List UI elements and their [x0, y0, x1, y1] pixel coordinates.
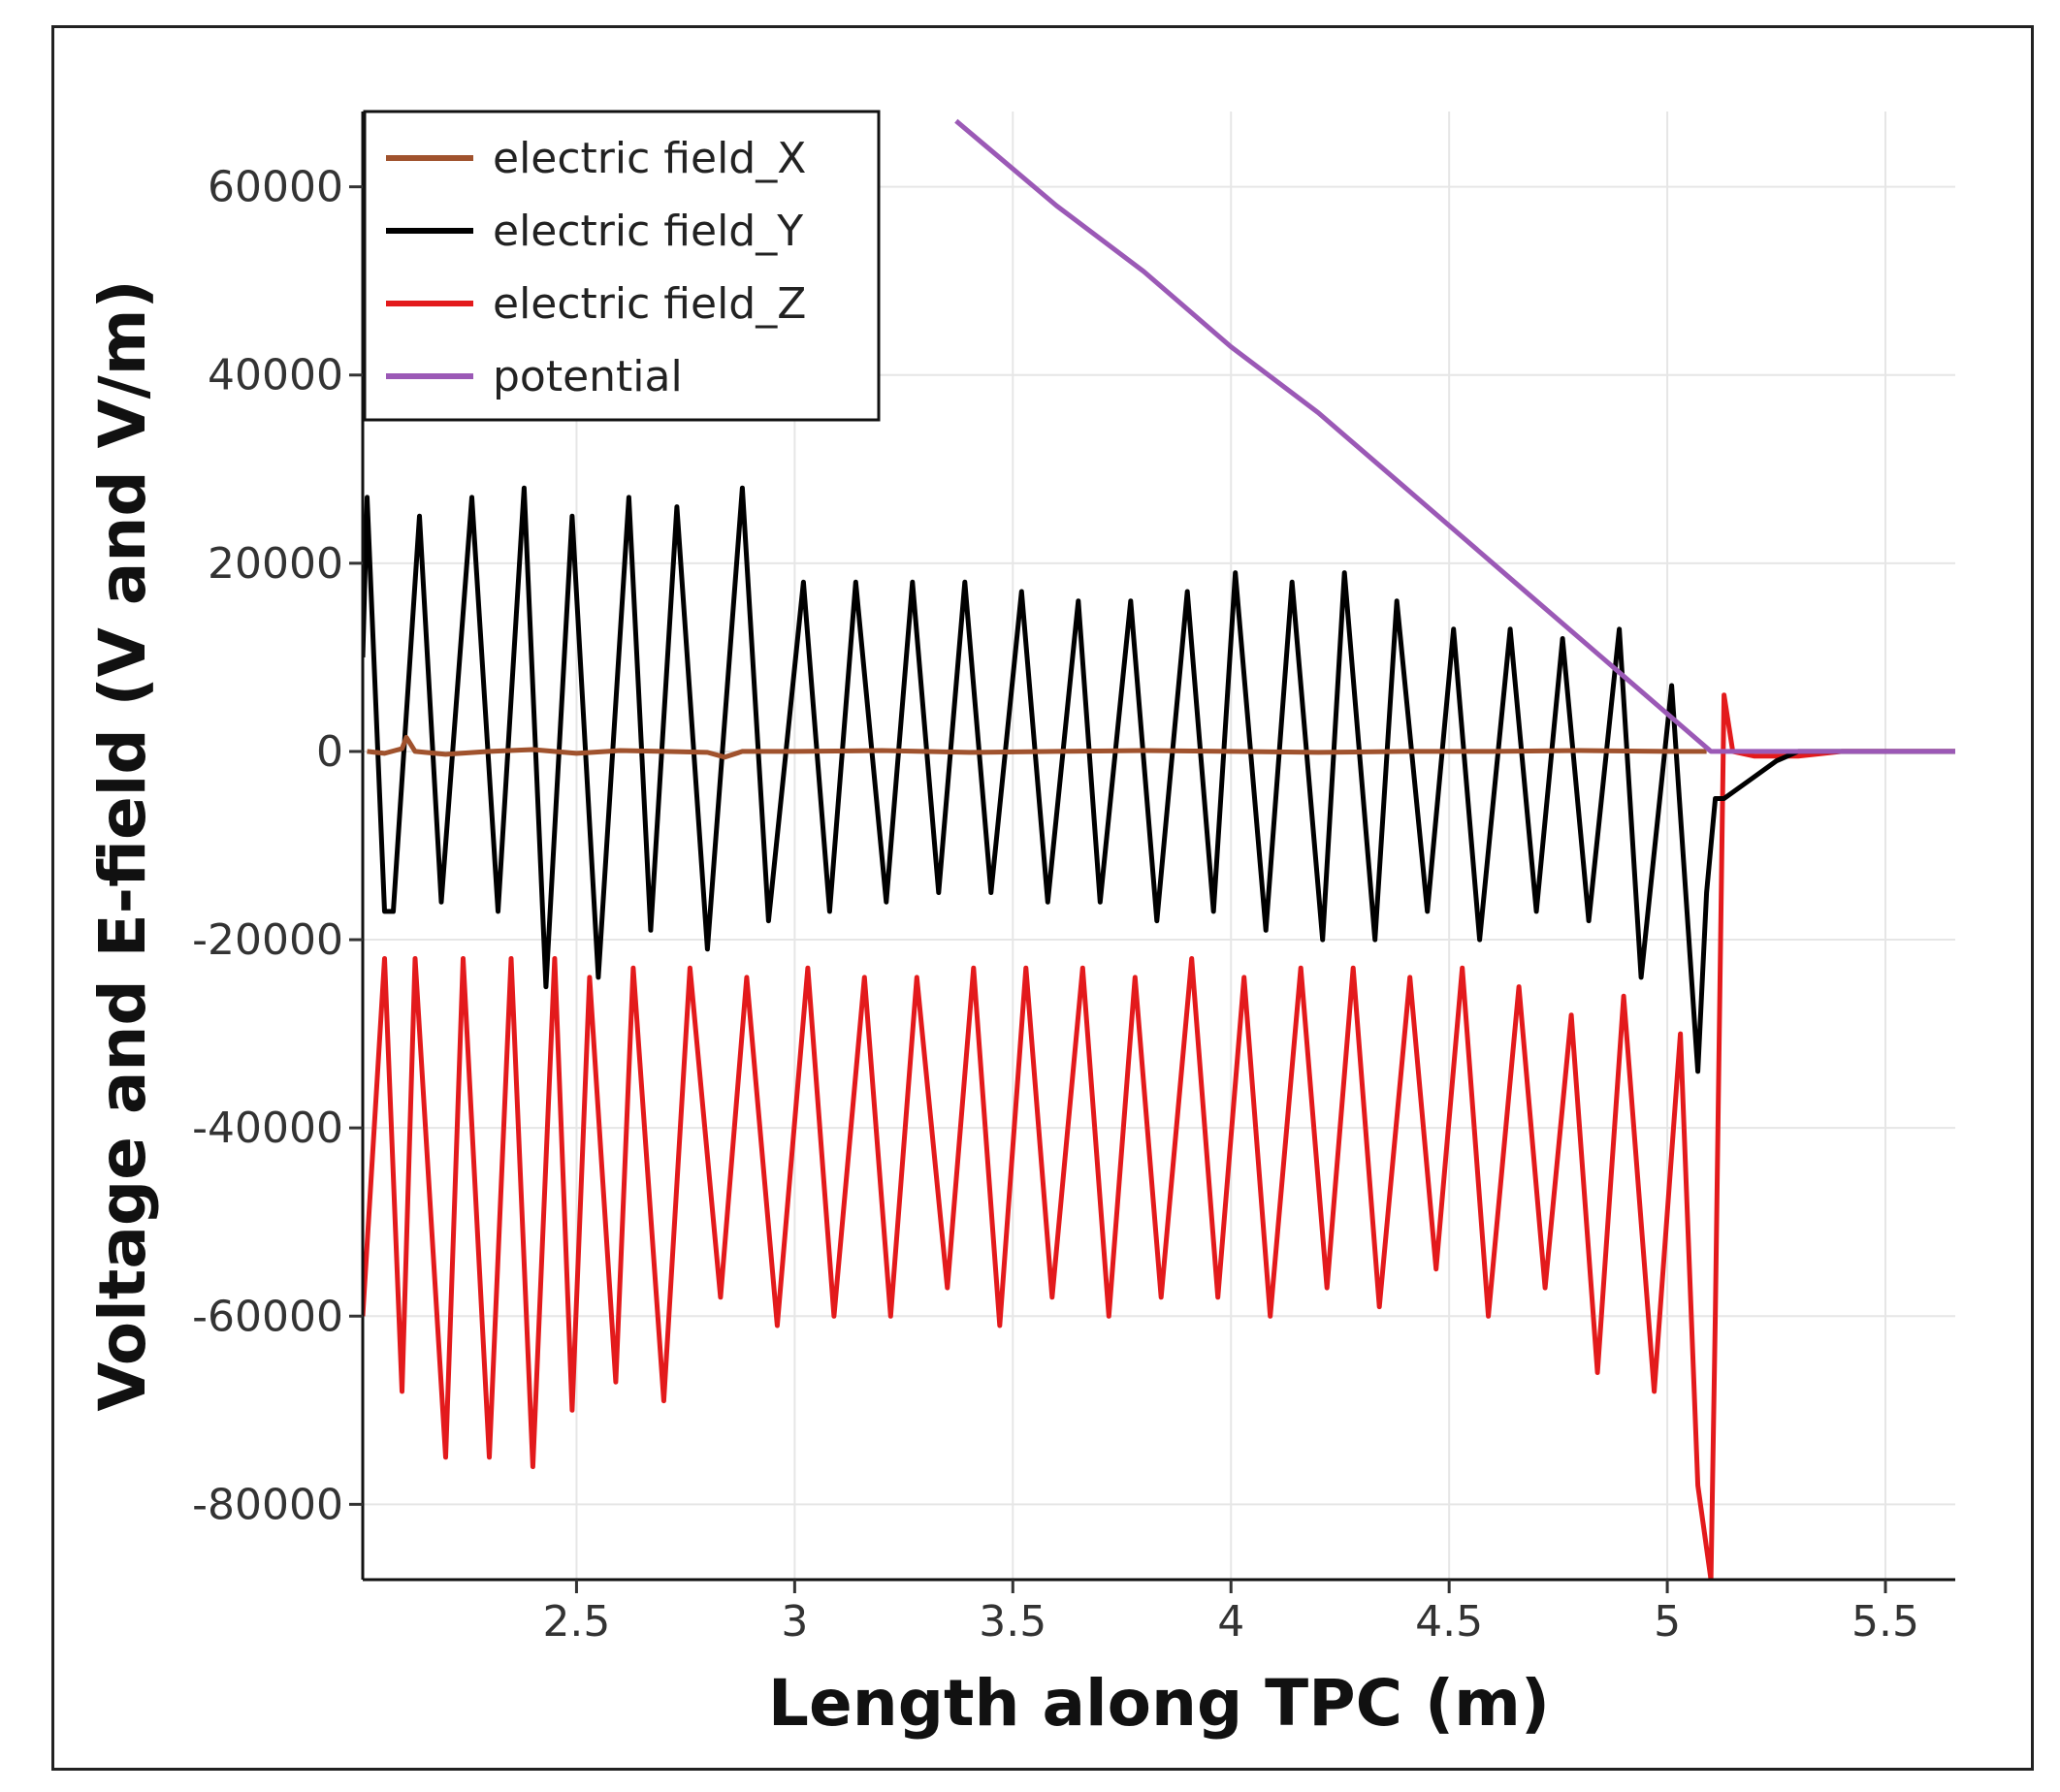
chart-svg: 60000 40000 20000 0 -20000 -40000 -60000 -80000… [85, 110, 1955, 1741]
series-line-electric-field-z [363, 692, 1955, 1580]
y-tick-label: -80000 [192, 1480, 343, 1529]
y-axis-title: Voltage and E-field (V and V/m) [85, 279, 160, 1411]
y-tick-label: -40000 [192, 1104, 343, 1153]
x-tick-label: 3 [781, 1597, 808, 1647]
y-tick-label: 60000 [208, 163, 343, 212]
legend-label-electric-field-y: electric field_Y [493, 207, 803, 256]
legend-box [363, 110, 881, 422]
x-tick-label: 2.5 [542, 1597, 610, 1647]
x-axis-title: Length along TPC (m) [768, 1666, 1550, 1741]
plot-layer [363, 118, 1955, 1580]
y-tick-label: 40000 [208, 351, 343, 400]
legend-label-electric-field-z: electric field_Z [493, 279, 806, 329]
series-line-electric-field-x [367, 734, 1707, 760]
y-tick-label: 20000 [208, 539, 343, 589]
x-tick-label: 5 [1654, 1597, 1681, 1647]
x-tick-label: 3.5 [979, 1597, 1046, 1647]
legend-label-potential: potential [493, 352, 683, 401]
series-line-electric-field-y [363, 485, 1955, 1074]
legend: electric field_X electric field_Y electr… [363, 110, 881, 422]
x-tick-label: 4 [1217, 1597, 1244, 1647]
axes-layer: 60000 40000 20000 0 -20000 -40000 -60000 -80000… [192, 112, 1955, 1647]
y-tick-label: -20000 [192, 915, 343, 965]
y-tick-label: -60000 [192, 1292, 343, 1341]
y-tick-label: 0 [316, 727, 343, 777]
x-tick-label: 5.5 [1851, 1597, 1919, 1647]
x-tick-label: 4.5 [1415, 1597, 1483, 1647]
figure-frame: 60000 40000 20000 0 -20000 -40000 -60000 -80000… [51, 25, 2034, 1771]
legend-label-electric-field-x: electric field_X [493, 134, 806, 183]
series-line-potential [954, 118, 1955, 754]
